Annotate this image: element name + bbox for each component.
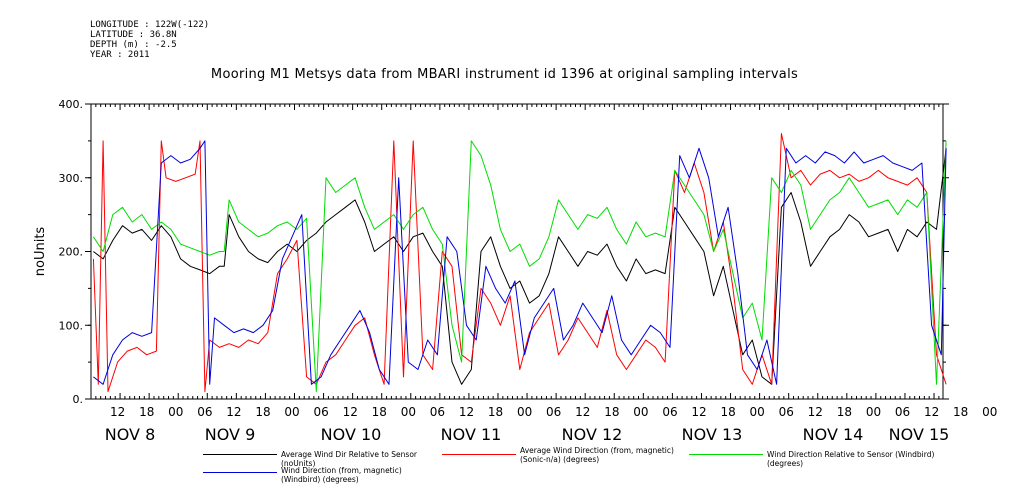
series-line-1 <box>92 133 947 393</box>
metadata-block: LONGITUDE : 122W(-122) LATITUDE : 36.8N … <box>90 20 209 60</box>
series-line-0 <box>93 148 947 385</box>
series-line-2 <box>92 140 947 393</box>
hour-tick-label: 06 <box>430 405 445 419</box>
hour-tick-label: 00 <box>168 405 183 419</box>
longitude-label: LONGITUDE : 122W(-122) <box>90 20 210 30</box>
y-tick-label: 0. <box>73 393 84 406</box>
hour-tick-label: 00 <box>982 405 997 419</box>
day-label: NOV 13 <box>682 425 743 444</box>
depth-label: DEPTH (m) : -2.5 <box>90 40 177 50</box>
day-label: NOV 10 <box>321 425 382 444</box>
year-label: YEAR : 2011 <box>90 50 150 60</box>
hour-tick-label: 00 <box>633 405 648 419</box>
day-label: NOV 14 <box>803 425 864 444</box>
latitude-label: LATITUDE : 36.8N <box>90 30 177 40</box>
day-label: NOV 9 <box>205 425 256 444</box>
legend-entry: Average Wind Dir Relative to Sensor (noU… <box>281 450 417 468</box>
day-label: NOV 12 <box>562 425 623 444</box>
day-label: NOV 15 <box>889 425 950 444</box>
day-label: NOV 8 <box>105 425 156 444</box>
hour-tick-label: 18 <box>139 405 154 419</box>
hour-tick-label: 12 <box>110 405 125 419</box>
hour-tick-label: 12 <box>808 405 823 419</box>
hour-tick-label: 00 <box>750 405 765 419</box>
hour-tick-label: 06 <box>779 405 794 419</box>
hour-tick-label: 12 <box>226 405 241 419</box>
legend-swatch <box>203 454 277 455</box>
y-tick-label: 200. <box>59 246 84 259</box>
hour-tick-label: 12 <box>343 405 358 419</box>
y-tick-label: 300. <box>59 172 84 185</box>
hour-tick-label: 00 <box>517 405 532 419</box>
y-axis-label: noUnits <box>33 227 48 277</box>
y-tick-label: 400. <box>59 98 84 111</box>
hour-tick-label: 12 <box>691 405 706 419</box>
hour-tick-label: 18 <box>837 405 852 419</box>
hour-tick-label: 00 <box>284 405 299 419</box>
legend-swatch <box>689 454 763 455</box>
hour-tick-label: 18 <box>255 405 270 419</box>
hour-tick-label: 18 <box>720 405 735 419</box>
day-label: NOV 11 <box>441 425 502 444</box>
hour-tick-label: 12 <box>924 405 939 419</box>
legend-entry: Wind Direction Relative to Sensor (Windb… <box>767 450 935 468</box>
hour-tick-label: 18 <box>604 405 619 419</box>
legend-entry: Wind Direction (from, magnetic) (Windbir… <box>281 466 402 484</box>
legend-entry: Average Wind Direction (from, magnetic) … <box>520 446 674 464</box>
legend-swatch <box>203 472 277 473</box>
hour-tick-label: 06 <box>546 405 561 419</box>
hour-tick-label: 06 <box>895 405 910 419</box>
hour-tick-label: 06 <box>662 405 677 419</box>
legend-swatch <box>442 454 516 455</box>
hour-tick-label: 06 <box>197 405 212 419</box>
chart-title: Mooring M1 Metsys data from MBARI instru… <box>210 67 799 82</box>
hour-tick-label: 18 <box>488 405 503 419</box>
hour-tick-label: 12 <box>459 405 474 419</box>
hour-tick-label: 00 <box>866 405 881 419</box>
hour-tick-label: 00 <box>401 405 416 419</box>
hour-tick-label: 18 <box>953 405 968 419</box>
hour-tick-label: 18 <box>372 405 387 419</box>
series-line-3 <box>93 140 947 385</box>
y-tick-label: 100. <box>59 319 84 332</box>
hour-tick-label: 06 <box>313 405 328 419</box>
hour-tick-label: 12 <box>575 405 590 419</box>
